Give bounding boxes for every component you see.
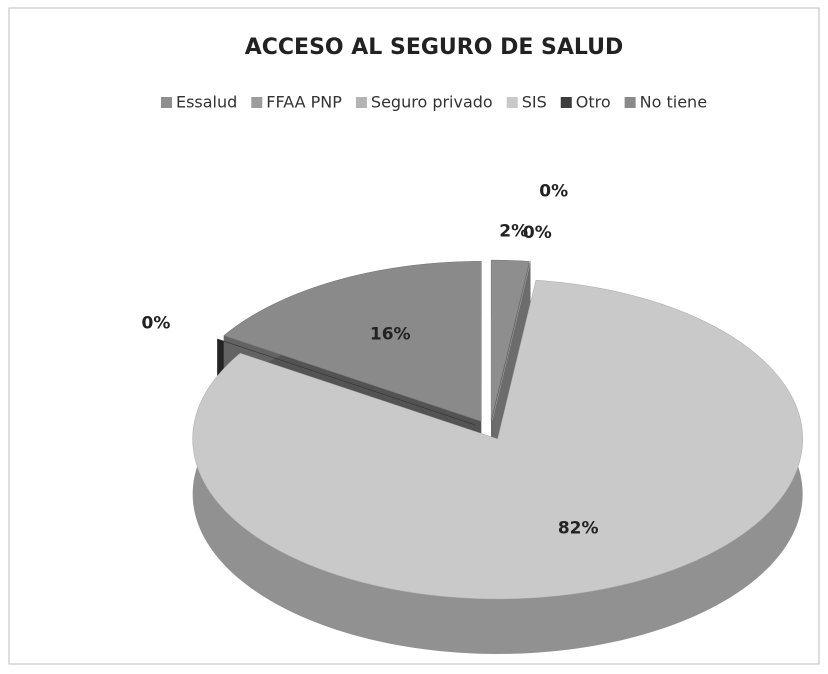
data-label: 2%	[499, 222, 528, 242]
legend-swatch	[355, 97, 367, 108]
data-label: 0%	[523, 223, 552, 243]
legend-swatch	[624, 97, 636, 108]
legend-label: FFAA PNP	[266, 93, 342, 112]
chart-title: ACCESO AL SEGURO DE SALUD	[245, 35, 624, 60]
legend-swatch	[506, 97, 518, 108]
slice	[223, 261, 482, 422]
data-labels: 2%0%0%82%0%16%	[141, 182, 598, 539]
legend-swatch	[160, 97, 172, 108]
data-label: 0%	[539, 182, 568, 202]
legend-label: Seguro privado	[371, 93, 493, 112]
legend-label: SIS	[522, 93, 547, 112]
pie-tops	[192, 259, 803, 600]
slice	[192, 279, 803, 600]
legend-swatch	[560, 97, 572, 108]
legend: Essalud FFAA PNP Seguro privado SIS Otro No t…	[160, 93, 707, 112]
data-label: 82%	[558, 519, 599, 539]
data-label: 0%	[141, 314, 170, 334]
slice	[490, 259, 530, 421]
legend-swatch	[251, 97, 263, 108]
legend-label: Essalud	[176, 93, 237, 112]
legend-label: No tiene	[640, 93, 707, 112]
legend-label: Otro	[576, 93, 611, 112]
slice	[492, 261, 531, 421]
data-label: 16%	[370, 324, 411, 344]
